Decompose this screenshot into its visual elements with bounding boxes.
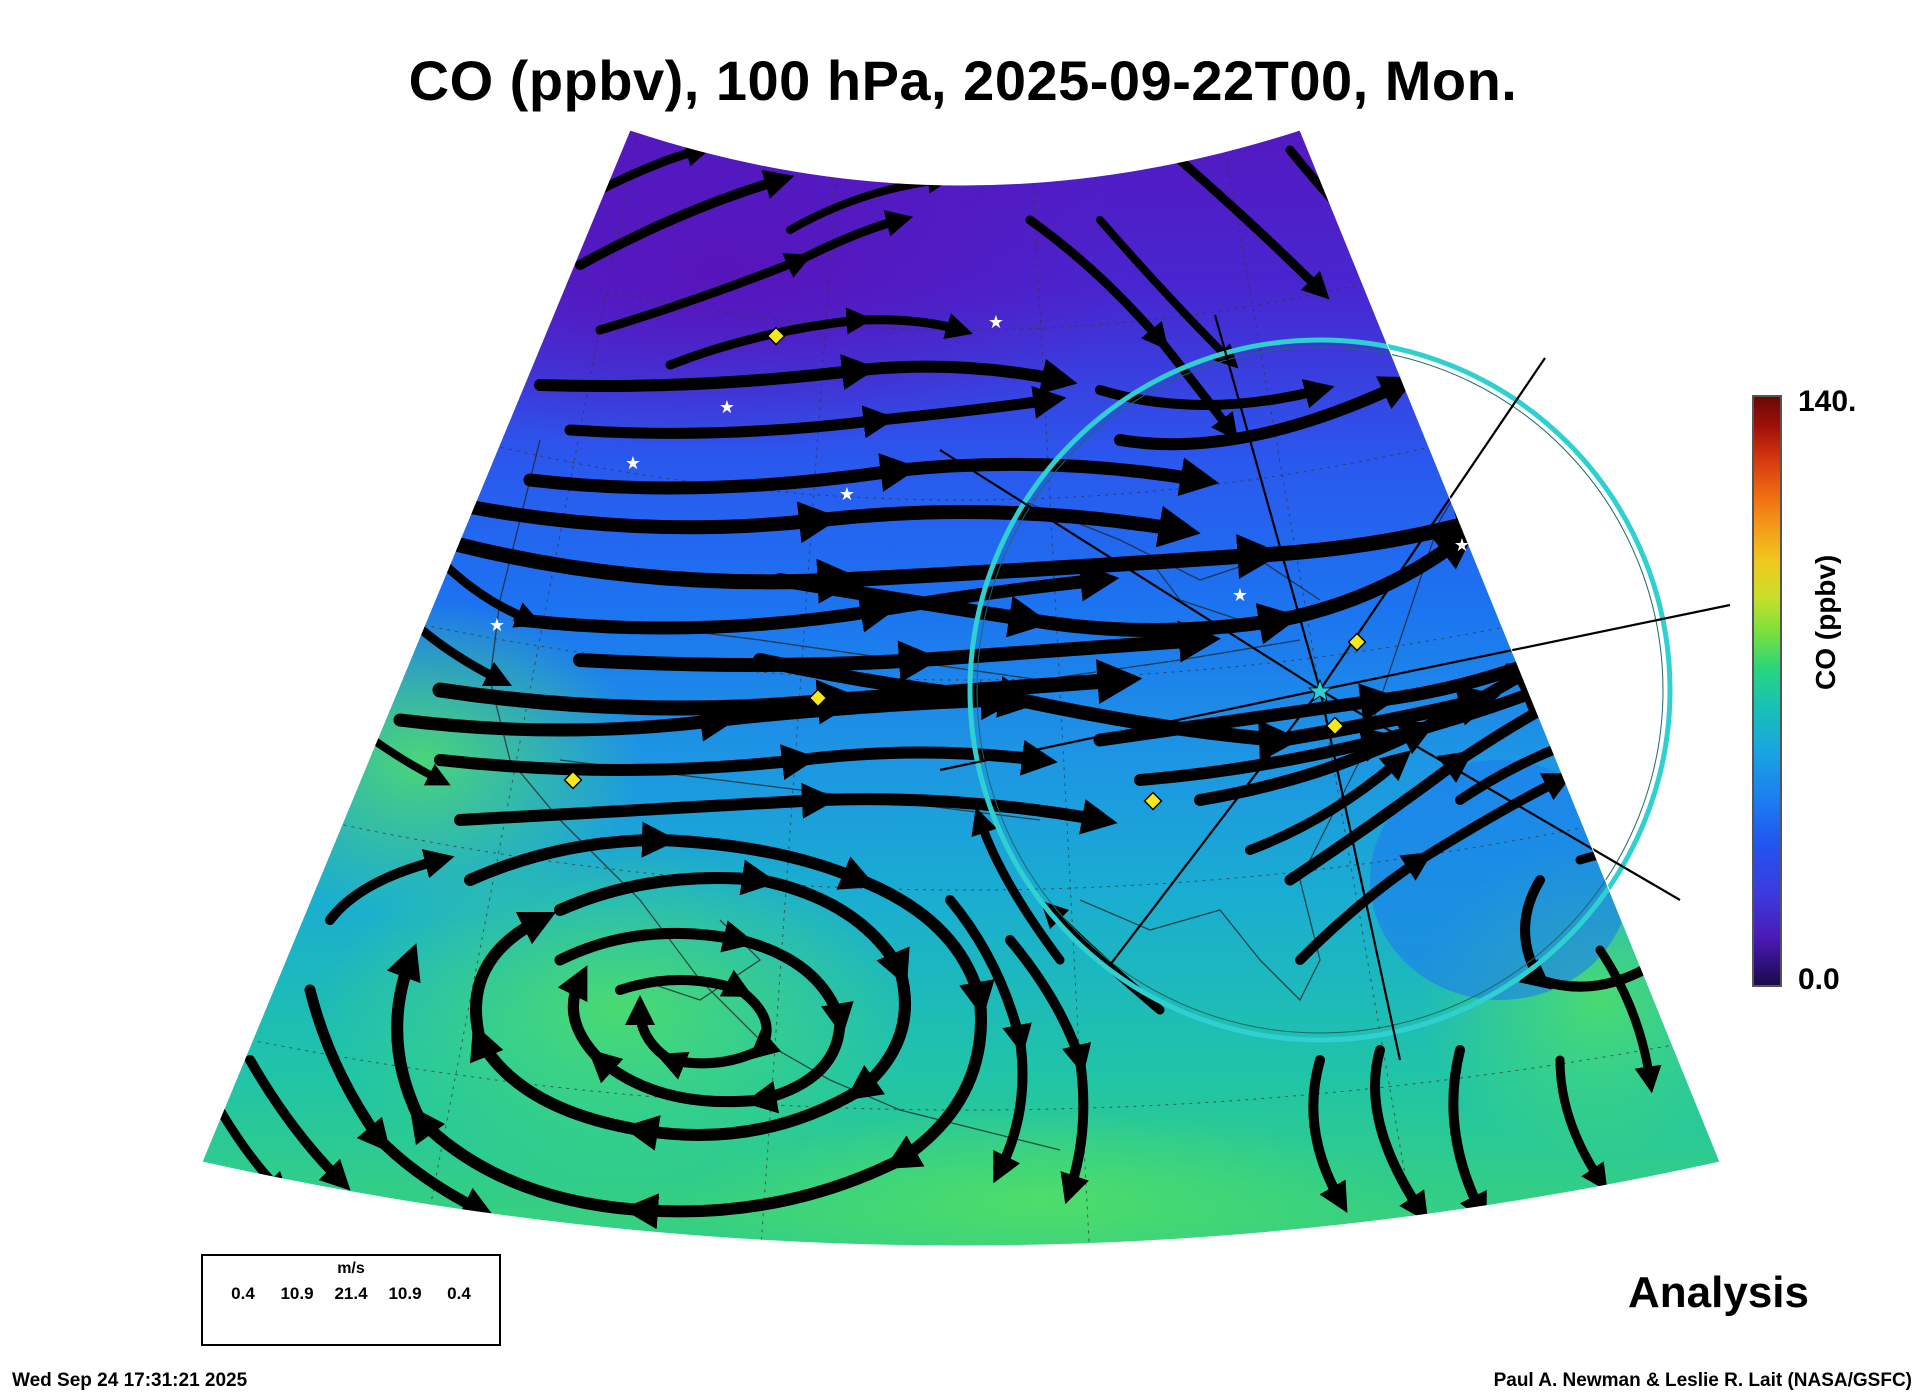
- streamline: [1295, 773, 1574, 965]
- site-diamond: [1347, 632, 1367, 652]
- streamline: [945, 895, 1032, 1184]
- colorbar-min-label: 0.0: [1798, 963, 1840, 996]
- site-diamond: [1143, 791, 1163, 811]
- site-star: ★: [1454, 535, 1470, 556]
- streamline: [575, 169, 795, 270]
- streamline: [325, 849, 455, 925]
- streamline: [1555, 1055, 1608, 1192]
- streamline: [1005, 935, 1092, 1205]
- site-star: ★: [489, 615, 505, 636]
- streamline: [1284, 692, 1575, 886]
- streamline: [1308, 1055, 1348, 1214]
- streamline: [304, 984, 495, 1218]
- colorbar-title: CO (ppbv): [1810, 554, 1841, 690]
- wind-legend-value: 0.4: [231, 1284, 255, 1303]
- site-diamond: [808, 688, 828, 708]
- map-title: CO (ppbv), 100 hPa, 2025-09-22T00, Mon.: [408, 49, 1518, 112]
- wind-legend-value: 10.9: [388, 1284, 422, 1303]
- streamline: [534, 354, 1078, 395]
- site-diamond: [563, 770, 583, 790]
- streamline: [1448, 1045, 1487, 1224]
- streamline: [665, 307, 973, 370]
- wind-legend-value: 10.9: [280, 1284, 314, 1303]
- streamline: [1245, 750, 1412, 855]
- credit-line: Paul A. Newman & Leslie R. Lait (NASA/GS…: [1493, 1370, 1912, 1391]
- streamline: [1040, 900, 1165, 1015]
- streamline: [523, 453, 1220, 497]
- colorbar-max-label: 140.: [1798, 385, 1857, 418]
- mode-label: Analysis: [1628, 1268, 1809, 1317]
- wind-legend-value: 0.4: [447, 1284, 471, 1303]
- streamline: [595, 140, 714, 195]
- streamline: [434, 739, 1058, 780]
- wind-legend: m/s 0.4 10.9 21.4 10.9 0.4: [201, 1254, 501, 1346]
- streamline: [1194, 660, 1546, 806]
- streamline: [1518, 875, 1673, 992]
- map-border: [201, 129, 1721, 1247]
- streamline: [1370, 1045, 1429, 1223]
- site-diamond: [1325, 716, 1345, 736]
- colorbar: 140. 0.0: [1752, 385, 1856, 996]
- site-star: ★: [625, 453, 641, 474]
- site-star: ★: [839, 484, 855, 505]
- streamline: [564, 385, 1067, 439]
- streamline: [245, 1055, 351, 1191]
- site-star: ★: [1232, 585, 1248, 606]
- range-ring: [939, 314, 1731, 1061]
- streamline: [1096, 216, 1239, 369]
- site-markers: ★ ★ ★ ★ ★ ★ ★: [489, 312, 1470, 811]
- site-diamond: [766, 326, 786, 346]
- colorbar-gradient: [1752, 395, 1782, 987]
- streamline: [215, 675, 374, 750]
- site-star: ★: [719, 397, 735, 418]
- site-star: ★: [988, 312, 1004, 333]
- streamline: [454, 782, 1118, 835]
- wind-legend-units: m/s: [337, 1260, 365, 1277]
- streamline: [513, 562, 1120, 635]
- wind-legend-value: 21.4: [334, 1284, 368, 1303]
- streamline: [595, 210, 914, 335]
- timestamp: Wed Sep 24 17:31:21 2025: [12, 1370, 248, 1391]
- streamline: [393, 681, 1020, 742]
- streamline: [1175, 155, 1330, 300]
